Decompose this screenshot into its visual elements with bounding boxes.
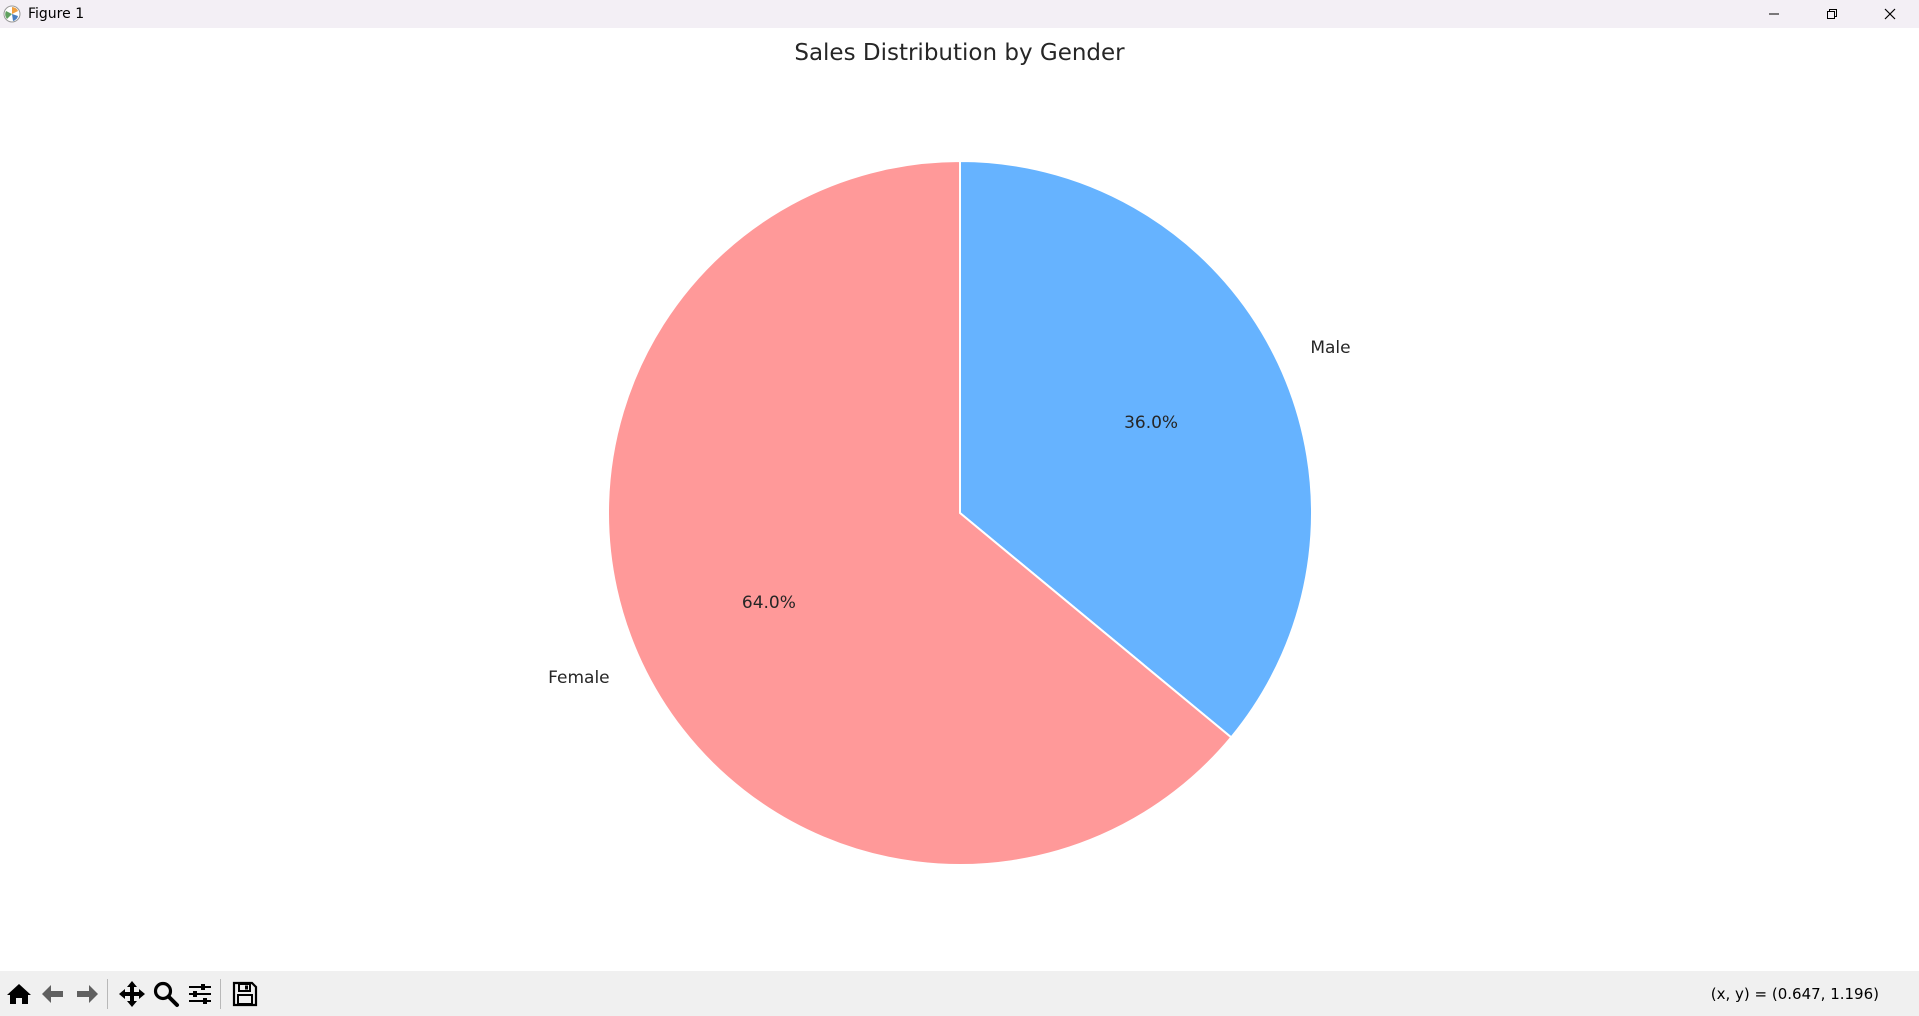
arrow-left-icon bbox=[42, 984, 63, 1003]
cursor-coordinates: (x, y) = (0.647, 1.196) bbox=[1710, 985, 1879, 1003]
configure-subplots-button[interactable] bbox=[185, 979, 215, 1009]
restore-icon bbox=[1827, 9, 1837, 19]
close-button[interactable] bbox=[1861, 0, 1919, 28]
zoom-button[interactable] bbox=[151, 979, 181, 1009]
pie-slice-male bbox=[959, 159, 1313, 739]
window-title: Figure 1 bbox=[28, 6, 85, 22]
pie-slices bbox=[607, 159, 1313, 866]
save-button[interactable] bbox=[230, 979, 260, 1009]
home-icon bbox=[7, 983, 31, 1004]
minimize-button[interactable] bbox=[1745, 0, 1803, 28]
pie-slice-female bbox=[607, 159, 1233, 866]
slice-percent-female: 64.0% bbox=[742, 593, 796, 613]
slice-percent-male: 36.0% bbox=[1124, 413, 1178, 433]
chart-title: Sales Distribution by Gender bbox=[794, 40, 1125, 66]
move-arrows-icon bbox=[119, 980, 145, 1007]
forward-button[interactable] bbox=[72, 979, 102, 1009]
close-icon bbox=[1884, 8, 1896, 20]
minimize-icon bbox=[1769, 13, 1779, 15]
magnifier-icon bbox=[153, 981, 179, 1007]
arrow-right-icon bbox=[77, 984, 98, 1003]
window-controls bbox=[1745, 0, 1919, 28]
back-button[interactable] bbox=[38, 979, 68, 1009]
slice-label-female: Female bbox=[548, 668, 609, 688]
sliders-icon bbox=[189, 983, 211, 1004]
matplotlib-logo-icon bbox=[2, 4, 22, 24]
pan-button[interactable] bbox=[117, 979, 147, 1009]
pie-chart: Male 36.0% Female 64.0% bbox=[548, 159, 1351, 866]
floppy-disk-icon bbox=[232, 981, 258, 1006]
navigation-toolbar bbox=[0, 971, 1919, 1016]
restore-button[interactable] bbox=[1803, 0, 1861, 28]
toolbar-separator bbox=[107, 978, 108, 1009]
slice-label-male: Male bbox=[1310, 338, 1350, 358]
pie-labels: Male 36.0% Female 64.0% bbox=[548, 338, 1350, 688]
home-button[interactable] bbox=[4, 979, 34, 1009]
toolbar-separator bbox=[220, 978, 221, 1009]
title-bar: Figure 1 bbox=[0, 0, 1919, 28]
